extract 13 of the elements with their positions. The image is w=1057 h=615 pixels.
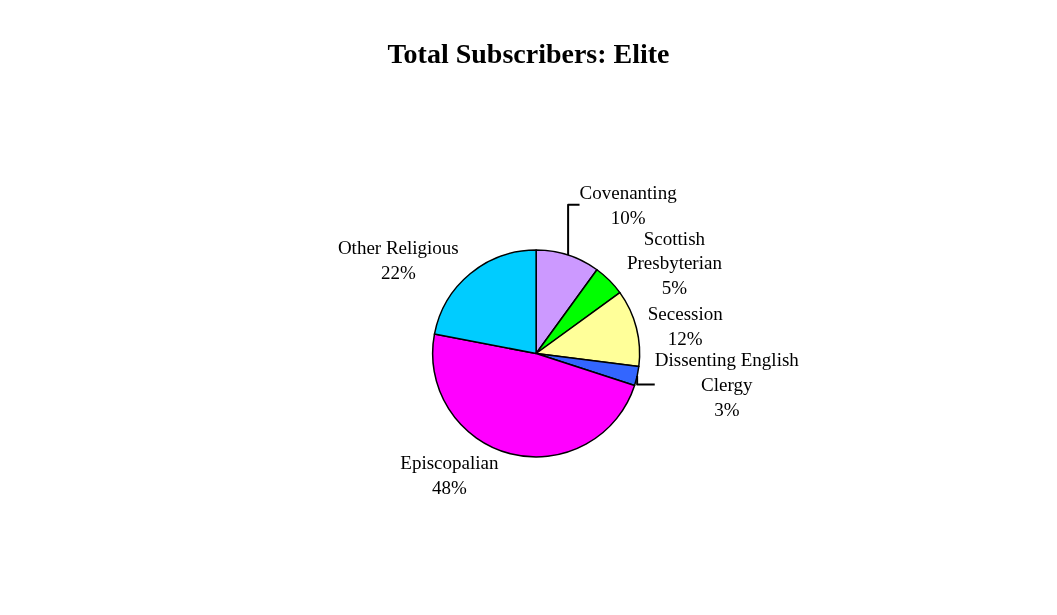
- data-label: 10%: [610, 206, 646, 228]
- data-label: 22%: [380, 262, 416, 284]
- data-label: 5%: [661, 276, 688, 298]
- slice-label: Covenanting: [579, 181, 678, 203]
- data-label: 3%: [714, 398, 740, 420]
- slice-label: Scottish Presbyterian: [626, 227, 723, 274]
- slice-label: Dissenting English Clergy: [654, 349, 800, 395]
- data-label: 48%: [431, 477, 467, 499]
- slice-label: Secession: [647, 303, 724, 325]
- chart-title: Total Subscribers: Elite: [387, 37, 670, 69]
- data-label: 12%: [667, 328, 703, 350]
- slice-label: Episcopalian: [400, 452, 499, 474]
- slice-label: Other Religious: [337, 237, 459, 259]
